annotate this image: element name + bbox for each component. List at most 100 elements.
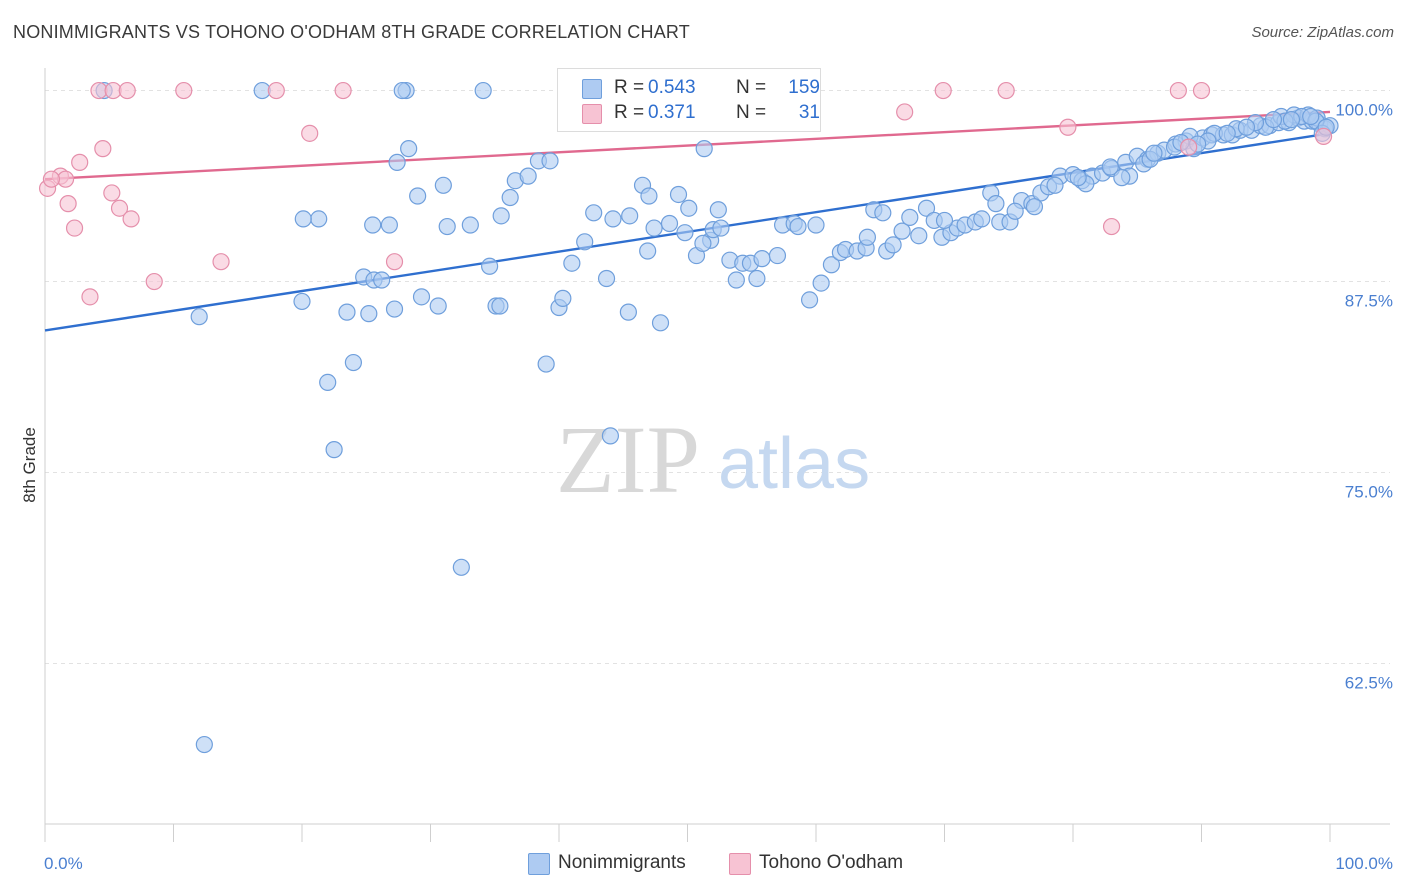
nonimmigrants-point [789,217,807,236]
tohono-point [334,81,352,100]
nonimmigrants-point [373,271,391,289]
bottom-legend: Nonimmigrants Tohono O'odham [0,852,1406,878]
tohono-point [59,195,77,213]
nonimmigrants-point [491,297,509,315]
nonimmigrants-point [768,246,787,265]
nonimmigrants-point [597,269,616,288]
tohono-point [175,81,193,100]
nonimmigrants-point [601,427,620,445]
y-axis-label: 8th Grade [20,427,39,503]
nonimmigrants-point [822,256,841,274]
legend-n-value: 31 [798,102,820,123]
tohono-point [118,81,136,100]
nonimmigrants-point [910,227,928,245]
bottom-legend-label: Nonimmigrants [558,852,686,873]
legend-r-value: 0.371 [648,102,696,123]
nonimmigrants-point [400,140,418,158]
tohono-point [212,253,230,271]
nonimmigrants-point [1145,144,1163,162]
nonimmigrants-point [1218,124,1236,142]
nonimmigrants-point [385,300,404,318]
nonimmigrants-point [669,185,688,204]
nonimmigrants-point [474,81,492,100]
nonimmigrants-point [807,216,825,234]
nonimmigrants-point [604,210,622,228]
nonimmigrants-point [917,199,936,217]
nonimmigrants-point [492,207,510,225]
bottom-legend-label: Tohono O'odham [759,852,904,873]
nonimmigrants-point [651,314,670,332]
watermark-atlas: atlas [718,424,870,504]
tohono-point [110,199,129,217]
tohono-point [122,210,140,228]
legend-swatch-blue [582,79,602,99]
nonimmigrants-point [461,216,479,234]
tohono-point [997,81,1015,100]
nonimmigrants-point [1282,110,1301,129]
legend-swatch-pink [582,104,602,124]
nonimmigrants-point [481,257,499,275]
nonimmigrants-point [388,153,406,171]
tohono-point [42,170,61,188]
nonimmigrants-point [1046,176,1064,194]
nonimmigrants-point [712,219,730,237]
tohono-point [81,288,99,306]
nonimmigrants-point [1113,169,1131,187]
nonimmigrants-point [1237,118,1256,136]
nonimmigrants-point [576,233,594,251]
watermark-zip: ZIP [556,406,700,513]
nonimmigrants-point [409,187,427,205]
y-tick-label: 87.5% [1345,292,1393,311]
nonimmigrants-point [1006,202,1024,220]
grid-lines [45,90,1390,665]
nonimmigrants-point [380,216,398,234]
tohono-point [385,253,404,271]
nonimmigrants-point [709,201,727,219]
nonimmigrants-point [293,292,311,311]
nonimmigrants-point [310,210,328,228]
nonimmigrants-point [364,216,382,234]
nonimmigrants-point [537,355,555,373]
nonimmigrants-point [640,187,658,205]
tick-labels: 62.5% 75.0% 87.5% 100.0% 0.0% 100.0% [44,101,1393,873]
legend-r-label: R = [614,77,645,98]
nonimmigrants-point [541,152,559,170]
legend-r-label: R = [614,102,645,123]
tohono-point [1192,81,1211,100]
nonimmigrants-point [195,735,213,754]
tohono-point [65,219,84,237]
nonimmigrants-point [874,204,892,222]
nonimmigrants-point [1101,158,1119,176]
nonimmigrants-point [645,219,663,237]
nonimmigrants-point [748,269,766,288]
nonimmigrants-point [412,288,431,306]
tohono-trend-line [44,110,1331,181]
nonimmigrants-point [800,291,819,309]
tohono-point [103,184,121,202]
nonimmigrants-point [1069,169,1087,187]
tohono-point [1180,138,1198,156]
nonimmigrants-point [858,228,877,246]
nonimmigrants-point [680,199,698,217]
nonimmigrants-point [695,140,713,158]
nonimmigrants-point [893,222,911,240]
nonimmigrants-point [901,208,919,226]
nonimmigrants-point [973,210,991,228]
trend-lines [44,110,1331,332]
nonimmigrants-point [694,234,712,252]
nonimmigrants-point [519,167,537,185]
nonimmigrants-point [1264,110,1283,129]
tohono-point [1102,217,1121,236]
x-tick-label: 100.0% [1335,854,1393,873]
nonimmigrants-point [554,289,572,307]
tohono-point [896,103,914,121]
y-tick-label: 62.5% [1345,674,1393,693]
nonimmigrants-point [360,305,378,323]
tohono-point [301,124,319,142]
nonimmigrants-point [190,308,208,326]
nonimmigrants-point [660,214,679,233]
nonimmigrants-point [621,207,639,225]
tohono-point [1059,118,1077,136]
legend-n-value: 159 [788,77,820,98]
